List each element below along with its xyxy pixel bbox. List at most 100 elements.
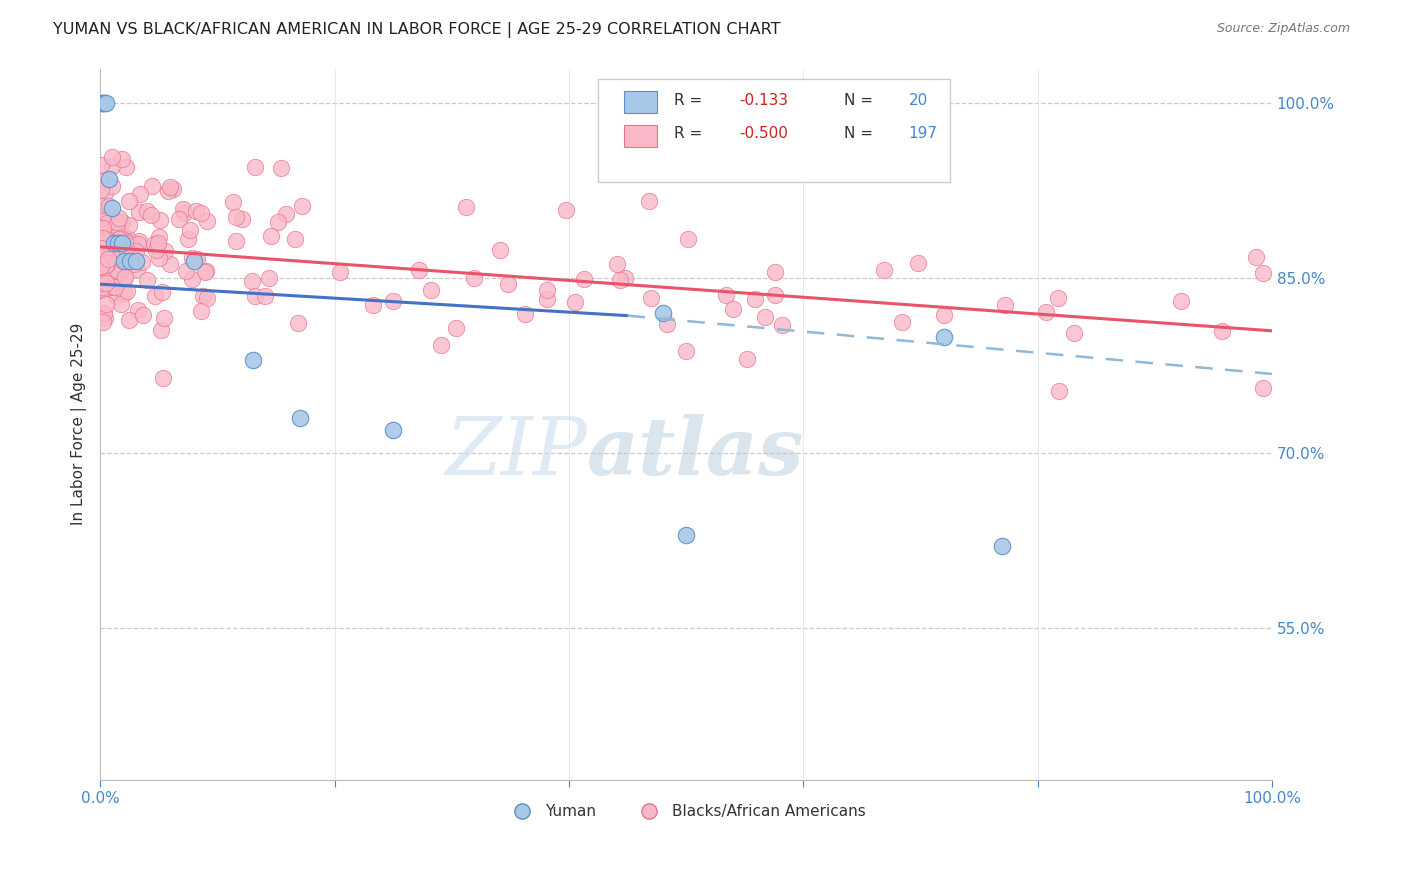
Point [121,254,143,268]
Point [97,172,120,186]
Point [260,229,283,244]
Bar [624,91,657,113]
Point [444,321,467,335]
Text: atlas: atlas [586,414,804,491]
Point [91,221,114,235]
Point [329,265,352,279]
Point [284,232,307,246]
Text: N =: N = [845,93,873,108]
Point [127,303,149,318]
Point [128,235,150,249]
Point [101,179,124,194]
Point [91,96,114,111]
Point [243,160,266,174]
Point [108,264,131,278]
Point [735,351,758,366]
Point [112,272,135,286]
Point [513,307,536,321]
Point [108,240,131,254]
Point [153,244,176,258]
Point [243,288,266,302]
Point [907,256,929,270]
Point [110,297,132,311]
Point [101,249,124,263]
Point [994,298,1017,312]
Point [678,232,700,246]
Point [115,285,138,299]
Point [145,237,167,252]
Point [90,158,112,172]
Point [93,311,115,326]
Point [564,295,586,310]
Point [181,272,204,286]
Point [770,318,793,332]
Point [135,203,157,218]
Point [655,317,678,331]
Point [103,236,125,251]
Point [651,306,673,320]
Point [100,159,122,173]
Point [496,277,519,291]
Point [100,252,122,266]
Point [1035,305,1057,319]
Point [193,289,215,303]
Point [195,214,218,228]
Point [873,263,896,277]
Point [763,265,786,279]
Point [172,202,194,217]
Point [101,202,124,216]
Point [288,411,311,425]
Point [146,235,169,250]
Point [156,184,179,198]
Point [105,248,128,262]
Point [143,289,166,303]
Point [135,273,157,287]
Point [94,222,117,236]
Point [105,244,128,259]
Text: 197: 197 [908,127,938,142]
Point [174,263,197,277]
Point [1253,381,1275,395]
Point [110,236,132,251]
Point [118,218,141,232]
Point [153,310,176,325]
Point [97,252,120,267]
Point [1211,324,1233,338]
Point [195,291,218,305]
Point [90,306,112,320]
Point [148,251,170,265]
Point [932,329,955,343]
Point [640,291,662,305]
Point [90,96,112,111]
Point [609,273,631,287]
Point [103,260,125,275]
Point [240,274,263,288]
Point [90,172,112,186]
Point [614,271,637,285]
Point [90,241,112,255]
Point [90,277,112,291]
Point [536,283,558,297]
Point [90,251,112,265]
Point [90,266,112,280]
Point [536,292,558,306]
Text: 20: 20 [908,93,928,108]
Point [125,244,148,258]
Point [132,308,155,322]
Point [90,259,112,273]
Point [991,540,1014,554]
Point [94,233,117,247]
Point [430,338,453,352]
Point [91,279,114,293]
Point [90,227,112,241]
Point [128,205,150,219]
Point [254,289,277,303]
Point [105,215,128,229]
Point [173,206,195,220]
Point [195,264,218,278]
Point [167,212,190,227]
Point [96,257,118,271]
Point [115,241,138,255]
Point [1244,250,1267,264]
Point [184,204,207,219]
